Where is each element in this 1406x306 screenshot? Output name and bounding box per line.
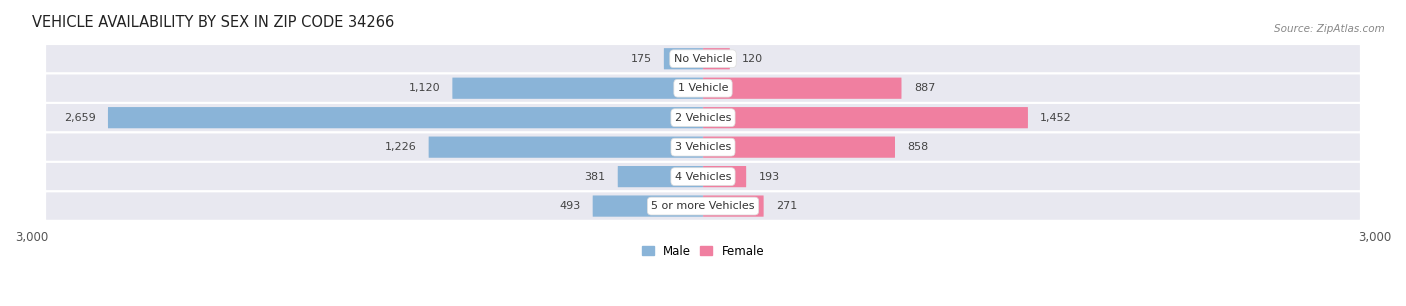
FancyBboxPatch shape (429, 136, 703, 158)
Text: 2 Vehicles: 2 Vehicles (675, 113, 731, 123)
Text: 381: 381 (585, 172, 606, 181)
FancyBboxPatch shape (108, 107, 703, 128)
Text: VEHICLE AVAILABILITY BY SEX IN ZIP CODE 34266: VEHICLE AVAILABILITY BY SEX IN ZIP CODE … (31, 15, 394, 30)
Text: 1,226: 1,226 (385, 142, 416, 152)
FancyBboxPatch shape (45, 162, 1361, 191)
FancyBboxPatch shape (703, 48, 730, 69)
FancyBboxPatch shape (45, 103, 1361, 132)
FancyBboxPatch shape (703, 166, 747, 187)
FancyBboxPatch shape (703, 78, 901, 99)
Text: 858: 858 (907, 142, 928, 152)
Text: 3 Vehicles: 3 Vehicles (675, 142, 731, 152)
Text: No Vehicle: No Vehicle (673, 54, 733, 64)
Text: 5 or more Vehicles: 5 or more Vehicles (651, 201, 755, 211)
FancyBboxPatch shape (45, 44, 1361, 73)
Legend: Male, Female: Male, Female (637, 240, 769, 262)
Text: 2,659: 2,659 (63, 113, 96, 123)
FancyBboxPatch shape (664, 48, 703, 69)
Text: 1 Vehicle: 1 Vehicle (678, 83, 728, 93)
FancyBboxPatch shape (593, 196, 703, 217)
Text: 271: 271 (776, 201, 797, 211)
Text: Source: ZipAtlas.com: Source: ZipAtlas.com (1274, 24, 1385, 35)
FancyBboxPatch shape (45, 191, 1361, 221)
Text: 193: 193 (758, 172, 779, 181)
Text: 887: 887 (914, 83, 935, 93)
Text: 1,120: 1,120 (408, 83, 440, 93)
FancyBboxPatch shape (453, 78, 703, 99)
FancyBboxPatch shape (617, 166, 703, 187)
Text: 120: 120 (742, 54, 763, 64)
Text: 4 Vehicles: 4 Vehicles (675, 172, 731, 181)
FancyBboxPatch shape (45, 132, 1361, 162)
FancyBboxPatch shape (45, 73, 1361, 103)
Text: 1,452: 1,452 (1040, 113, 1071, 123)
FancyBboxPatch shape (703, 107, 1028, 128)
Text: 175: 175 (630, 54, 651, 64)
Text: 493: 493 (560, 201, 581, 211)
FancyBboxPatch shape (703, 136, 896, 158)
FancyBboxPatch shape (703, 196, 763, 217)
